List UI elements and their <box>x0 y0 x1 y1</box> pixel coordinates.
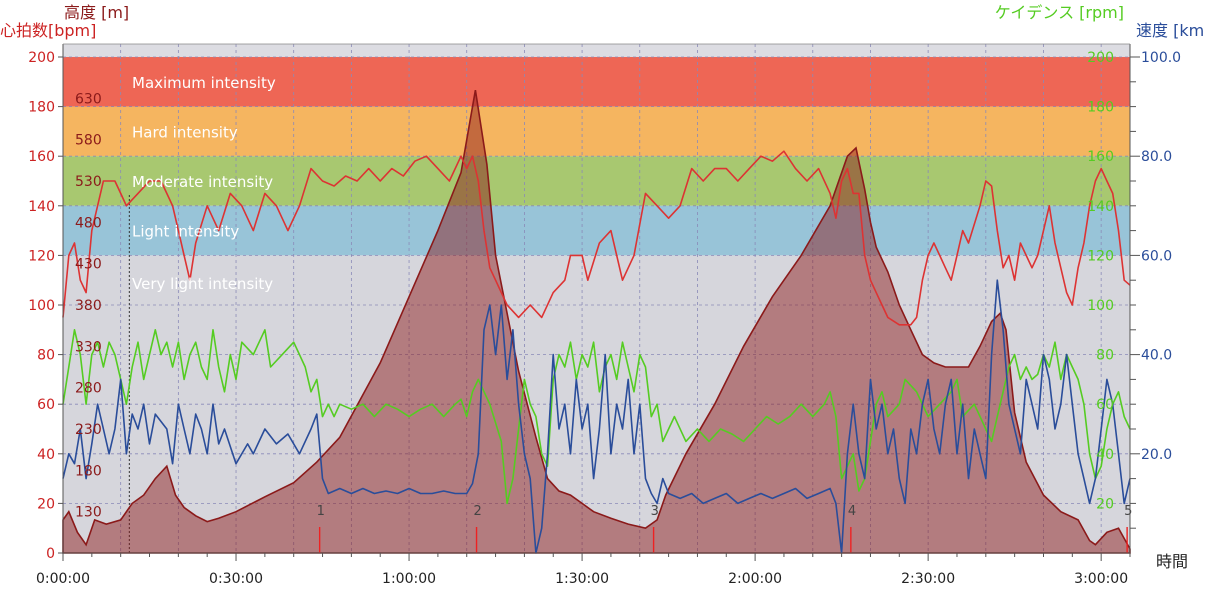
tick-labels: 0204060801001201401601802001301802302803… <box>28 50 1181 587</box>
heart-rate-axis-title: 心拍数[bpm] <box>0 21 96 40</box>
zone-label-4: Very light intensity <box>132 275 273 293</box>
cad-tick-label-7: 160 <box>1087 149 1114 165</box>
speed-tick-label-2: 60.0 <box>1141 248 1172 264</box>
series-2 <box>62 328 1131 505</box>
lap-label-0: 1 <box>317 504 325 519</box>
lap-label-2: 3 <box>651 504 659 519</box>
lap-label-4: 5 <box>1124 504 1132 519</box>
hr-tick-label-10: 200 <box>28 50 55 66</box>
x-tick-label-5: 2:30:00 <box>901 571 955 587</box>
zone-band-3 <box>63 205 1130 256</box>
hr-tick-label-6: 120 <box>28 248 55 264</box>
speed-tick-label-3: 80.0 <box>1141 149 1172 165</box>
x-axis-title: 時間 <box>1156 552 1188 571</box>
x-tick-label-2: 1:00:00 <box>382 571 436 587</box>
alt-tick-label-2: 230 <box>75 422 102 438</box>
cad-tick-label-5: 120 <box>1087 248 1114 264</box>
alt-tick-label-0: 130 <box>75 505 102 521</box>
grid-lines <box>63 44 1130 553</box>
hr-tick-label-7: 140 <box>28 199 55 215</box>
hr-tick-label-2: 40 <box>37 447 55 463</box>
alt-tick-label-7: 480 <box>75 215 102 231</box>
speed-tick-label-1: 40.0 <box>1141 348 1172 364</box>
altitude-axis-title: 高度 [m] <box>64 3 129 22</box>
series-1 <box>62 150 1131 326</box>
cad-tick-label-1: 40 <box>1096 447 1114 463</box>
alt-tick-label-10: 630 <box>75 91 102 107</box>
hr-tick-label-5: 100 <box>28 298 55 314</box>
zone-label-1: Hard intensity <box>132 123 238 141</box>
x-tick-label-3: 1:30:00 <box>555 571 609 587</box>
zone-band-1 <box>63 106 1130 157</box>
hr-tick-label-0: 0 <box>46 546 55 562</box>
series-lines <box>62 150 1131 554</box>
lap-label-3: 4 <box>848 504 856 519</box>
cad-tick-label-6: 140 <box>1087 199 1114 215</box>
speed-tick-label-4: 100.0 <box>1141 50 1181 66</box>
hr-tick-label-8: 160 <box>28 149 55 165</box>
alt-tick-label-3: 280 <box>75 381 102 397</box>
alt-tick-label-9: 580 <box>75 133 102 149</box>
lap-label-1: 2 <box>474 504 482 519</box>
cad-tick-label-9: 200 <box>1087 50 1114 66</box>
cad-tick-label-0: 20 <box>1096 496 1114 512</box>
plot-top-strip <box>63 44 1130 57</box>
lap-markers: 1 2 3 4 5 <box>317 504 1132 553</box>
x-tick-label-0: 0:00:00 <box>36 571 90 587</box>
zone-band-2 <box>63 156 1130 206</box>
hr-tick-label-9: 180 <box>28 100 55 116</box>
x-tick-label-4: 2:00:00 <box>728 571 782 587</box>
zone-band-0 <box>63 57 1130 107</box>
cadence-axis-title: ケイデンス [rpm] <box>995 3 1124 22</box>
cad-tick-label-2: 60 <box>1096 397 1114 413</box>
zone-label-2: Moderate intensity <box>132 173 273 191</box>
alt-tick-label-6: 430 <box>75 257 102 273</box>
zone-label-0: Maximum intensity <box>132 74 276 92</box>
cad-tick-label-8: 180 <box>1087 100 1114 116</box>
speed-tick-label-0: 20.0 <box>1141 447 1172 463</box>
hr-tick-label-4: 80 <box>37 348 55 364</box>
cad-tick-label-3: 80 <box>1096 348 1114 364</box>
zone-labels: Maximum intensity Hard intensity Moderate … <box>132 74 276 293</box>
alt-tick-label-4: 330 <box>75 339 102 355</box>
series-3 <box>62 279 1131 554</box>
alt-tick-label-5: 380 <box>75 298 102 314</box>
zone-label-3: Light intensity <box>132 223 239 241</box>
x-tick-label-1: 0:30:00 <box>209 571 263 587</box>
speed-axis-title: 速度 [km <box>1136 21 1204 40</box>
hr-tick-label-3: 60 <box>37 397 55 413</box>
alt-tick-label-1: 180 <box>75 463 102 479</box>
x-tick-label-6: 3:00:00 <box>1074 571 1128 587</box>
alt-tick-label-8: 530 <box>75 174 102 190</box>
cad-tick-label-4: 100 <box>1087 298 1114 314</box>
axes <box>58 43 1140 561</box>
hr-tick-label-1: 20 <box>37 496 55 512</box>
